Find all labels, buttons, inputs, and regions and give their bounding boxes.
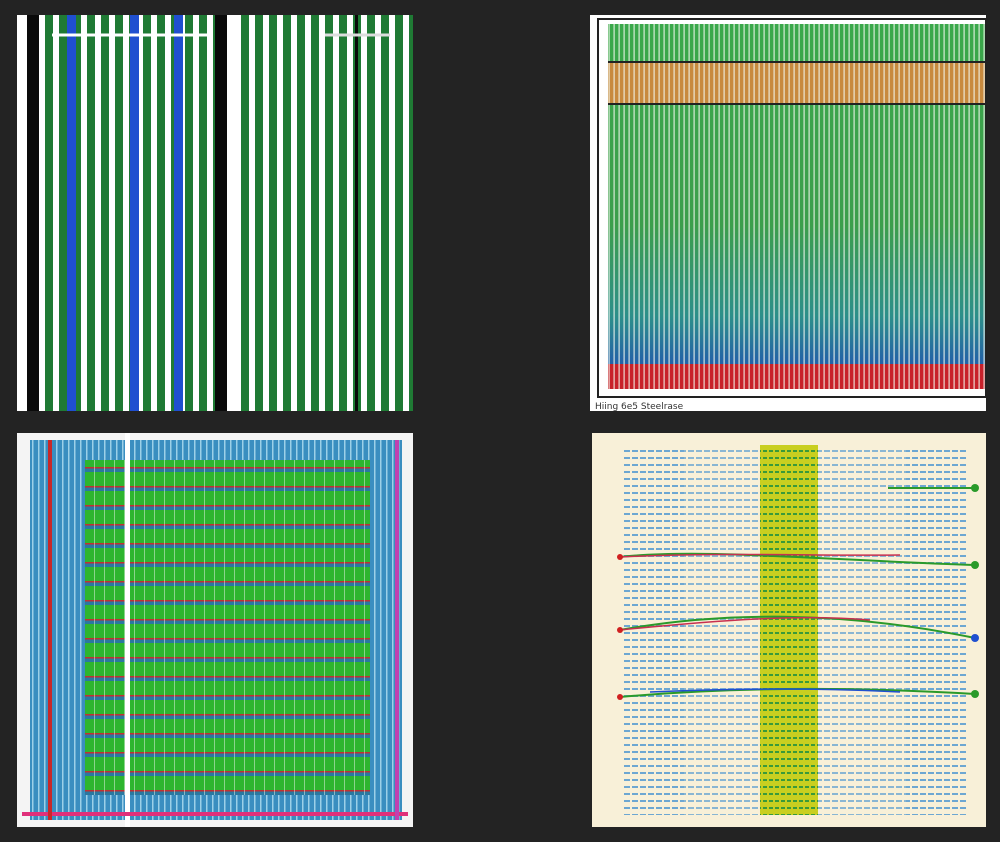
image-2: Hiing 6e5 Steelrase xyxy=(590,15,987,412)
stripe-overlay xyxy=(608,24,986,389)
dot xyxy=(617,554,623,560)
stripe xyxy=(395,440,399,820)
dot xyxy=(971,561,979,569)
image-1 xyxy=(17,15,413,411)
stripe xyxy=(174,15,183,411)
dot xyxy=(617,694,623,700)
stripe xyxy=(227,15,237,411)
column xyxy=(624,445,684,815)
frame xyxy=(597,18,987,398)
stripe-field xyxy=(85,460,370,795)
dot xyxy=(971,690,979,698)
line xyxy=(619,615,976,639)
image-4 xyxy=(592,433,986,827)
stripe xyxy=(27,15,39,411)
stripe xyxy=(67,15,76,411)
column xyxy=(760,445,818,815)
stripe xyxy=(22,812,408,816)
column xyxy=(684,445,760,815)
stripe xyxy=(17,15,27,411)
stripe xyxy=(355,15,358,411)
stripe xyxy=(130,15,139,411)
column xyxy=(818,445,906,815)
column xyxy=(906,450,966,815)
stripe xyxy=(215,15,227,411)
image-3 xyxy=(17,433,413,827)
caption: Hiing 6e5 Steelrase xyxy=(595,402,684,412)
line xyxy=(619,553,901,558)
stripe xyxy=(125,433,130,827)
line xyxy=(619,616,871,631)
dot xyxy=(971,634,979,642)
caption-box xyxy=(592,400,700,411)
dot xyxy=(617,627,623,633)
line xyxy=(619,552,976,566)
dot xyxy=(971,484,979,492)
stripe xyxy=(48,440,52,820)
line xyxy=(649,688,901,693)
